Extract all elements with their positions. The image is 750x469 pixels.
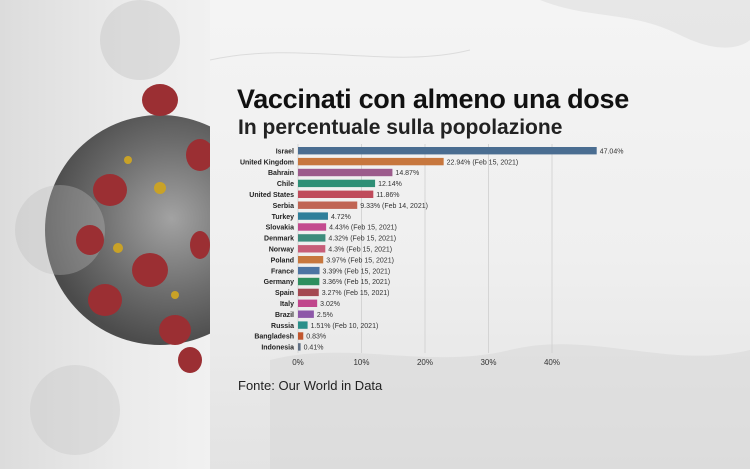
- x-tick-label: 30%: [480, 358, 496, 367]
- value-label: 0.83%: [306, 334, 326, 341]
- source-note: Fonte: Our World in Data: [238, 378, 383, 393]
- category-label: Israel: [276, 148, 294, 155]
- value-label: 22.94% (Feb 15, 2021): [447, 159, 519, 166]
- category-label: Serbia: [273, 203, 295, 210]
- x-tick-label: 40%: [544, 358, 560, 367]
- value-label: 4.32% (Feb 15, 2021): [328, 236, 396, 243]
- category-label: Slovakia: [266, 225, 295, 232]
- value-label: 4.43% (Feb 15, 2021): [329, 225, 397, 232]
- category-label: Spain: [275, 290, 294, 297]
- category-label: France: [271, 268, 294, 275]
- value-label: 47.04%: [600, 148, 624, 155]
- category-label: Denmark: [264, 236, 294, 243]
- value-label: 14.87%: [395, 170, 419, 177]
- bar: [298, 245, 326, 253]
- virus-illustration: [15, 0, 210, 455]
- category-label: Italy: [280, 301, 294, 308]
- chart-subtitle: In percentuale sulla popolazione: [238, 116, 563, 139]
- bar: [298, 147, 597, 155]
- bar: [298, 277, 320, 286]
- category-label: Poland: [271, 257, 294, 264]
- value-label: 4.3% (Feb 15, 2021): [328, 247, 392, 254]
- bar: [298, 179, 376, 188]
- value-label: 0.41%: [304, 345, 324, 352]
- category-label: Turkey: [272, 214, 295, 221]
- value-label: 3.97% (Feb 15, 2021): [326, 257, 394, 264]
- chart-x-axis: 0% 10% 20% 30% 40%: [292, 358, 560, 367]
- bar: [298, 201, 358, 209]
- category-label: Russia: [271, 323, 294, 330]
- x-tick-label: 10%: [353, 358, 369, 367]
- value-label: 3.36% (Feb 15, 2021): [322, 279, 390, 286]
- category-label: United States: [249, 192, 294, 199]
- category-label: Bangladesh: [254, 334, 294, 341]
- bar: [298, 256, 324, 264]
- value-label: 3.27% (Feb 15, 2021): [322, 290, 390, 297]
- bar: [298, 299, 318, 307]
- category-label: United Kingdom: [240, 159, 294, 166]
- chart-panel: [210, 0, 750, 469]
- background-virus-image: [0, 0, 210, 469]
- bar: [298, 223, 327, 231]
- category-label: Chile: [277, 181, 294, 188]
- value-label: 11.86%: [376, 192, 399, 199]
- category-label: Germany: [264, 279, 294, 286]
- value-label: 9.33% (Feb 14, 2021): [360, 203, 428, 210]
- x-tick-label: 20%: [417, 358, 433, 367]
- chart-gridlines: [297, 144, 553, 353]
- category-label: Indonesia: [261, 345, 294, 352]
- chart-bars: Israel 47.04% United Kingdom 22.94% (Feb 15…: [240, 147, 624, 352]
- bar: [298, 332, 304, 340]
- bar: [298, 157, 444, 166]
- bar: [298, 321, 308, 329]
- bar: [298, 212, 328, 220]
- value-label: 2.5%: [317, 312, 333, 319]
- world-map-background: [210, 0, 750, 469]
- value-label: 4.72%: [331, 214, 351, 221]
- category-label: Bahrain: [268, 170, 294, 177]
- category-label: Brazil: [275, 312, 294, 319]
- category-label: Norway: [269, 247, 294, 254]
- x-tick-label: 0%: [292, 358, 304, 367]
- value-label: 3.02%: [320, 301, 340, 308]
- bar: [298, 310, 314, 318]
- value-label: 12.14%: [378, 181, 402, 188]
- bar: [298, 288, 319, 297]
- bar: [298, 266, 320, 275]
- bar: [298, 343, 301, 351]
- chart-title: Vaccinati con almeno una dose: [237, 84, 629, 114]
- bar: [298, 190, 374, 198]
- bar: [298, 234, 326, 242]
- value-label: 1.51% (Feb 10, 2021): [311, 323, 379, 330]
- bar: [298, 168, 393, 177]
- value-label: 3.39% (Feb 15, 2021): [323, 268, 391, 275]
